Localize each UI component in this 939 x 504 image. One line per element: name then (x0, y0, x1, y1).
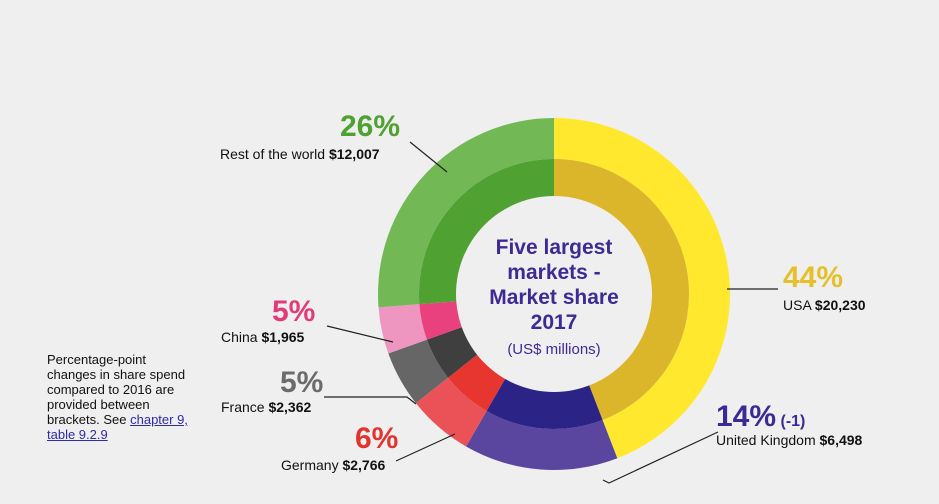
label-china-percent: 5% (272, 295, 316, 328)
label-germany: Germany $2,766 (281, 457, 386, 473)
leader-rest-of-world (409, 141, 448, 173)
label-china: China $1,965 (221, 329, 305, 345)
slice-outer-usa (554, 118, 730, 459)
label-france: France $2,362 (221, 399, 312, 415)
leader-lines (324, 141, 778, 484)
slice-outer-rest-of-world (378, 118, 554, 308)
slice-outer-france (388, 339, 449, 404)
slice-outer-united-kingdom (466, 410, 618, 470)
donut-center-hole (456, 196, 652, 392)
slice-inner-china (419, 301, 464, 340)
label-rest-of-world-percent: 26% (340, 110, 401, 143)
label-usa: USA $20,230 (783, 297, 866, 313)
slice-inner-united-kingdom (486, 377, 603, 429)
leader-germany (395, 433, 456, 462)
label-united-kingdom: United Kingdom $6,498 (716, 432, 863, 448)
slice-inner-usa (554, 159, 690, 420)
chart-center-title: Five largest markets - Market share 2017… (474, 235, 634, 360)
label-rest-of-world: Rest of the world $12,007 (220, 146, 380, 162)
label-usa-percent: 44% (783, 261, 844, 294)
slice-inner-rest-of-world (419, 159, 554, 305)
label-france-percent: 5% (280, 366, 324, 399)
chart-title: Five largest markets - Market share 2017 (489, 236, 619, 334)
label-uk-percent: 14% (-1) (716, 400, 806, 433)
leader-china (326, 325, 394, 343)
chapter-link[interactable]: chapter 9, table 9.2.9 (47, 412, 188, 442)
leader-france (324, 396, 417, 405)
leader-united-kingdom (602, 431, 719, 484)
donut-slices (378, 118, 730, 470)
footnote: Percentage-point changes in share spend … (47, 352, 188, 442)
chart-subtitle: (US$ millions) (507, 341, 601, 358)
slice-outer-germany (415, 377, 487, 447)
slice-inner-france (426, 326, 479, 378)
label-germany-percent: 6% (355, 422, 399, 455)
